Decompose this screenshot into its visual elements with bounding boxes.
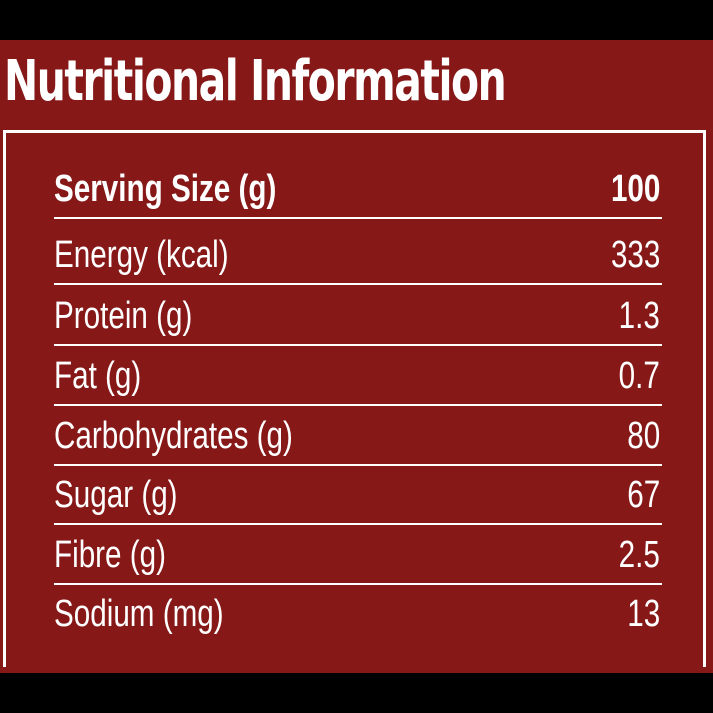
table-header-row: Serving Size (g) 100: [54, 160, 662, 219]
serving-size-label: Serving Size (g): [54, 168, 277, 210]
sodium-label: Sodium (mg): [54, 593, 224, 635]
fat-value: 0.7: [618, 355, 660, 397]
protein-value: 1.3: [618, 295, 660, 337]
fibre-value: 2.5: [618, 534, 660, 576]
nutrition-panel: [0, 40, 713, 673]
carbohydrates-value: 80: [627, 415, 660, 457]
protein-label: Protein (g): [54, 295, 193, 337]
carbohydrates-label: Carbohydrates (g): [54, 415, 293, 457]
energy-value: 333: [610, 234, 660, 276]
page-title: Nutritional Information: [4, 49, 507, 114]
table-row-sodium: Sodium (mg) 13: [54, 585, 662, 644]
energy-label: Energy (kcal): [54, 234, 229, 276]
sugar-label: Sugar (g): [54, 474, 178, 516]
nutrition-table-frame: [3, 130, 706, 667]
table-row-sugar: Sugar (g) 67: [54, 466, 662, 525]
table-row-energy: Energy (kcal) 333: [54, 226, 662, 285]
table-row-fat: Fat (g) 0.7: [54, 347, 662, 406]
table-row-protein: Protein (g) 1.3: [54, 287, 662, 346]
table-row-fibre: Fibre (g) 2.5: [54, 526, 662, 585]
sodium-value: 13: [627, 593, 660, 635]
fat-label: Fat (g): [54, 355, 142, 397]
fibre-label: Fibre (g): [54, 534, 166, 576]
serving-size-value: 100: [610, 168, 660, 210]
table-row-carbohydrates: Carbohydrates (g) 80: [54, 407, 662, 466]
sugar-value: 67: [627, 474, 660, 516]
